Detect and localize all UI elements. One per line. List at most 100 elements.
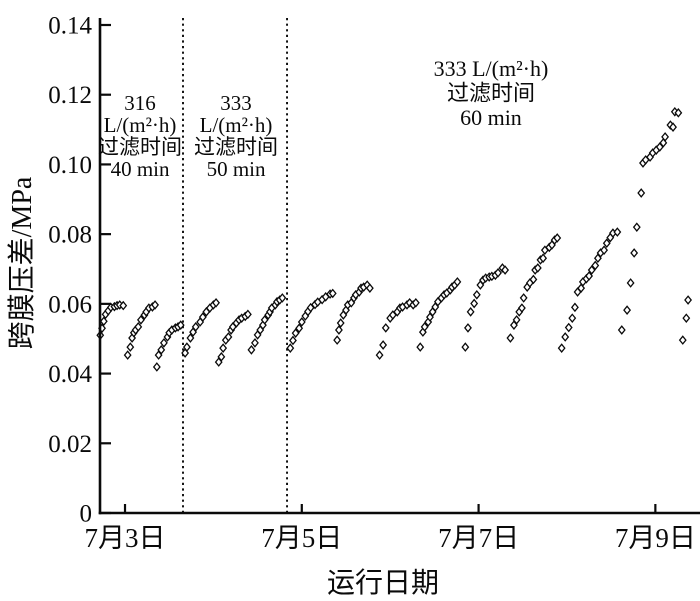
data-point [669, 122, 677, 132]
data-point [494, 268, 502, 278]
data-point [286, 343, 295, 353]
data-point [453, 277, 462, 287]
data-point [198, 312, 207, 322]
data-point [151, 300, 160, 310]
data-point [659, 137, 668, 148]
data-point [637, 188, 646, 198]
data-point [470, 298, 479, 309]
data-point [587, 265, 596, 275]
data-point [219, 343, 228, 353]
data-point [682, 313, 691, 323]
data-point [632, 222, 641, 232]
data-point [191, 322, 200, 332]
data-point [123, 350, 132, 360]
data-point [472, 289, 481, 300]
data-point [251, 338, 259, 348]
data-point [295, 323, 304, 334]
data-point [684, 295, 693, 305]
data-point [379, 340, 388, 350]
phase-annotation-3-line: 60 min [460, 105, 522, 130]
data-point [623, 305, 632, 315]
data-point [591, 260, 600, 271]
data-point [333, 335, 342, 345]
data-point [557, 343, 566, 353]
data-point [553, 233, 562, 243]
x-tick-label: 7月3日 [85, 523, 166, 553]
data-point [464, 323, 472, 333]
y-axis-title: 跨膜压差/MPa [7, 176, 38, 350]
data-point [466, 307, 475, 317]
data-point [529, 274, 538, 285]
data-point [289, 335, 297, 346]
data-point [334, 325, 343, 335]
data-point [564, 322, 573, 333]
data-point [247, 345, 256, 355]
phase-annotation-1-line: 40 min [111, 157, 170, 181]
data-point [517, 303, 526, 313]
data-point [519, 293, 528, 303]
data-point [533, 263, 542, 273]
data-point [99, 316, 108, 327]
data-point [577, 283, 586, 293]
x-axis-title: 运行日期 [326, 568, 440, 599]
y-tick-label: 0.06 [48, 291, 92, 318]
data-point [336, 318, 345, 328]
data-point [260, 315, 269, 325]
data-point [568, 313, 577, 323]
data-point [411, 297, 420, 308]
data-point [365, 283, 374, 293]
data-point [182, 342, 191, 352]
phase-annotation-1-line: 过滤时间 [98, 135, 182, 159]
data-point [126, 342, 135, 352]
x-tick-label: 7月9日 [615, 523, 696, 553]
data-point [461, 342, 470, 352]
phase-annotation-2-line: 333 [220, 91, 252, 115]
data-point [630, 248, 639, 258]
data-point [506, 333, 515, 343]
data-point [328, 288, 337, 299]
data-point [602, 238, 611, 249]
y-tick-label: 0.08 [48, 222, 92, 249]
data-point [617, 325, 626, 335]
y-tick-label: 0.12 [48, 82, 92, 109]
y-tick-label: 0.02 [48, 431, 92, 458]
data-point [217, 352, 226, 362]
data-point [157, 345, 166, 355]
data-point [212, 297, 220, 308]
phase-annotation-3-line: 过滤时间 [447, 80, 535, 105]
data-point [661, 132, 670, 142]
data-point [186, 333, 195, 343]
data-point [291, 328, 300, 338]
y-tick-label: 0 [80, 501, 93, 528]
data-point [613, 227, 622, 237]
y-tick-label: 0.14 [48, 13, 92, 40]
phase-annotation-2-line: 50 min [207, 157, 266, 181]
y-tick-label: 0.04 [48, 361, 92, 388]
data-point [678, 335, 687, 345]
data-point [176, 320, 185, 330]
data-point [585, 271, 594, 281]
data-point [570, 302, 579, 313]
data-point [405, 297, 414, 308]
data-point [134, 322, 143, 332]
data-point [539, 253, 548, 264]
data-point [600, 245, 609, 256]
data-point [626, 278, 635, 288]
data-point [136, 315, 145, 325]
data-point [278, 293, 287, 303]
data-point [381, 323, 390, 333]
phase-annotation-2-line: 过滤时间 [194, 135, 278, 159]
phase-annotation-1-line: 316 [124, 91, 156, 115]
phase-annotation-3-line: 333 L/(m²·h) [434, 56, 549, 81]
data-point [375, 350, 384, 360]
phase-annotation-2-line: L/(m²·h) [200, 113, 273, 137]
x-tick-label: 7月5日 [261, 523, 342, 553]
data-point [561, 332, 570, 342]
data-point [224, 332, 233, 342]
x-tick-label: 7月7日 [438, 523, 519, 553]
data-point [512, 315, 521, 325]
data-point [152, 362, 161, 372]
data-point [416, 342, 425, 352]
